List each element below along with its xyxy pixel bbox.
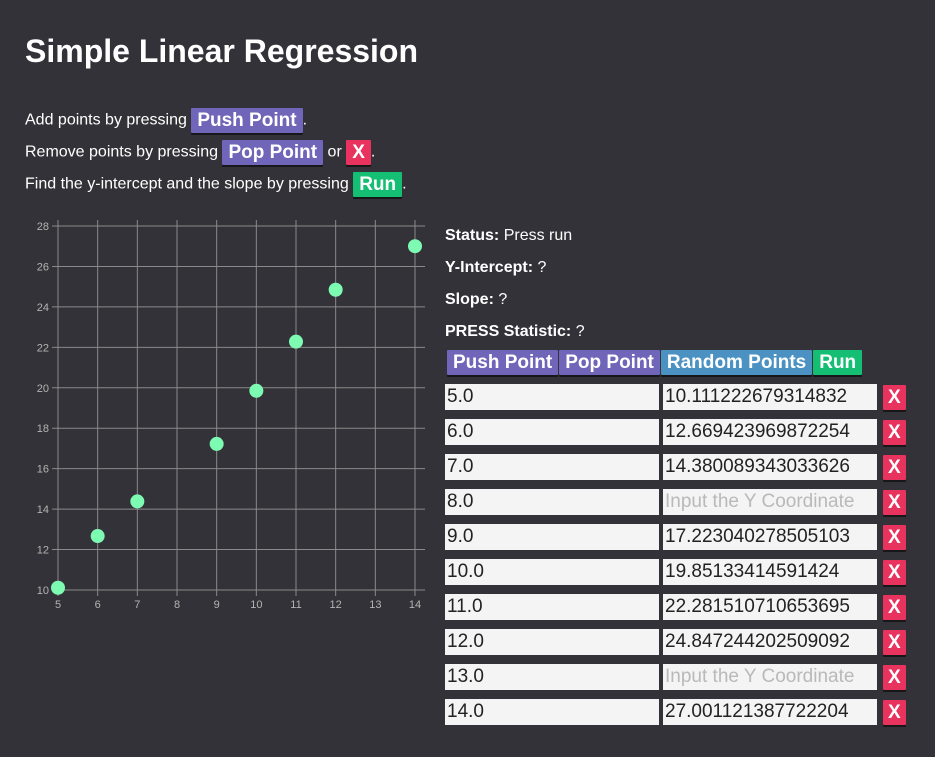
instruction-text: Find the y-intercept and the slope by pr…	[25, 175, 349, 193]
x-coordinate-input[interactable]	[445, 384, 659, 410]
x-tick-label: 9	[214, 599, 220, 611]
y-tick-label: 14	[37, 504, 49, 516]
y-coordinate-input[interactable]	[663, 384, 877, 410]
data-point	[328, 282, 343, 297]
y-tick-label: 26	[37, 261, 49, 273]
data-point	[51, 580, 65, 595]
y-tick-label: 12	[37, 545, 49, 557]
y-coordinate-input[interactable]	[663, 524, 877, 550]
x-tick-label: 6	[95, 599, 101, 611]
intercept-value: ?	[537, 259, 547, 276]
remove-point-button[interactable]: X	[883, 560, 906, 585]
instruction-period: .	[370, 143, 376, 161]
instruction-or: or	[327, 143, 342, 161]
intercept-label: Y-Intercept:	[445, 259, 534, 276]
y-coordinate-input[interactable]	[663, 664, 877, 690]
toolbar: Push Point Pop Point Random Points Run	[447, 350, 863, 375]
remove-point-button[interactable]: X	[883, 385, 906, 410]
data-point	[289, 334, 303, 349]
instruction-period: .	[402, 175, 407, 193]
y-tick-label: 16	[37, 464, 49, 476]
status-label: Status:	[445, 227, 500, 244]
x-coordinate-input[interactable]	[445, 419, 659, 445]
x-coordinate-input[interactable]	[445, 664, 659, 690]
data-point	[209, 436, 224, 451]
instruction-run: Find the y-intercept and the slope by pr…	[25, 172, 407, 197]
instruction-text: Add points by pressing	[25, 111, 187, 129]
press-label: PRESS Statistic:	[445, 323, 572, 340]
y-coordinate-input[interactable]	[663, 629, 877, 655]
x-tick-label: 13	[369, 599, 381, 611]
x-tick-label: 12	[330, 599, 342, 611]
instruction-pop: Remove points by pressing Pop Point or X…	[25, 140, 375, 165]
press-value: ?	[575, 323, 585, 340]
run-button[interactable]: Run	[813, 350, 863, 375]
remove-point-button[interactable]: X	[883, 420, 906, 445]
data-point	[249, 383, 264, 398]
remove-point-button[interactable]: X	[883, 525, 906, 550]
y-tick-label: 24	[37, 302, 49, 314]
x-coordinate-input[interactable]	[445, 559, 659, 585]
x-coordinate-input[interactable]	[445, 699, 659, 725]
pop-point-example-button: Pop Point	[222, 140, 324, 165]
x-tick-label: 8	[174, 599, 180, 611]
x-coordinate-input[interactable]	[445, 524, 659, 550]
press-line: PRESS Statistic: ?	[445, 323, 585, 341]
y-coordinate-input[interactable]	[663, 454, 877, 480]
pop-point-button[interactable]: Pop Point	[559, 350, 660, 375]
x-coordinate-input[interactable]	[445, 594, 659, 620]
data-point	[130, 494, 145, 509]
remove-point-button[interactable]: X	[883, 595, 906, 620]
y-tick-label: 20	[37, 383, 49, 395]
intercept-line: Y-Intercept: ?	[445, 259, 546, 277]
y-coordinate-input[interactable]	[663, 419, 877, 445]
x-tick-label: 11	[290, 599, 301, 611]
instruction-period: .	[302, 111, 308, 129]
slope-line: Slope: ?	[445, 291, 507, 309]
remove-example-button: X	[346, 140, 371, 165]
y-coordinate-input[interactable]	[663, 489, 877, 515]
run-example-button: Run	[353, 172, 403, 197]
instruction-text: Remove points by pressing	[25, 143, 218, 161]
x-tick-label: 10	[250, 599, 262, 611]
remove-point-button[interactable]: X	[883, 490, 906, 515]
x-coordinate-input[interactable]	[445, 489, 659, 515]
data-point	[90, 529, 105, 544]
y-coordinate-input[interactable]	[663, 559, 877, 585]
remove-point-button[interactable]: X	[883, 630, 906, 655]
x-coordinate-input[interactable]	[445, 454, 659, 480]
remove-point-button[interactable]: X	[883, 665, 906, 690]
y-coordinate-input[interactable]	[663, 699, 877, 725]
status-value: Press run	[503, 227, 573, 244]
x-tick-label: 7	[134, 599, 140, 611]
remove-point-button[interactable]: X	[883, 455, 906, 480]
y-tick-label: 18	[37, 423, 49, 435]
x-coordinate-input[interactable]	[445, 629, 659, 655]
y-coordinate-input[interactable]	[663, 594, 877, 620]
push-point-button[interactable]: Push Point	[447, 350, 559, 375]
random-points-button[interactable]: Random Points	[660, 350, 813, 375]
scatter-plot: 5 6 7 8 9 10 11 12 13 14 10 12 14 16 18 20 22 24 26 28	[37, 220, 425, 611]
slope-label: Slope:	[445, 291, 494, 308]
x-tick-label: 5	[55, 599, 61, 611]
instruction-push: Add points by pressing Push Point.	[25, 108, 307, 133]
y-tick-label: 22	[37, 342, 49, 354]
slope-value: ?	[498, 291, 508, 308]
y-tick-label: 10	[37, 585, 49, 597]
data-point	[408, 239, 422, 254]
y-tick-label: 28	[37, 221, 49, 233]
page-title: Simple Linear Regression	[25, 33, 419, 69]
x-tick-label: 14	[409, 599, 421, 611]
push-point-example-button: Push Point	[191, 108, 303, 133]
status-line: Status: Press run	[445, 227, 572, 245]
remove-point-button[interactable]: X	[883, 700, 906, 725]
